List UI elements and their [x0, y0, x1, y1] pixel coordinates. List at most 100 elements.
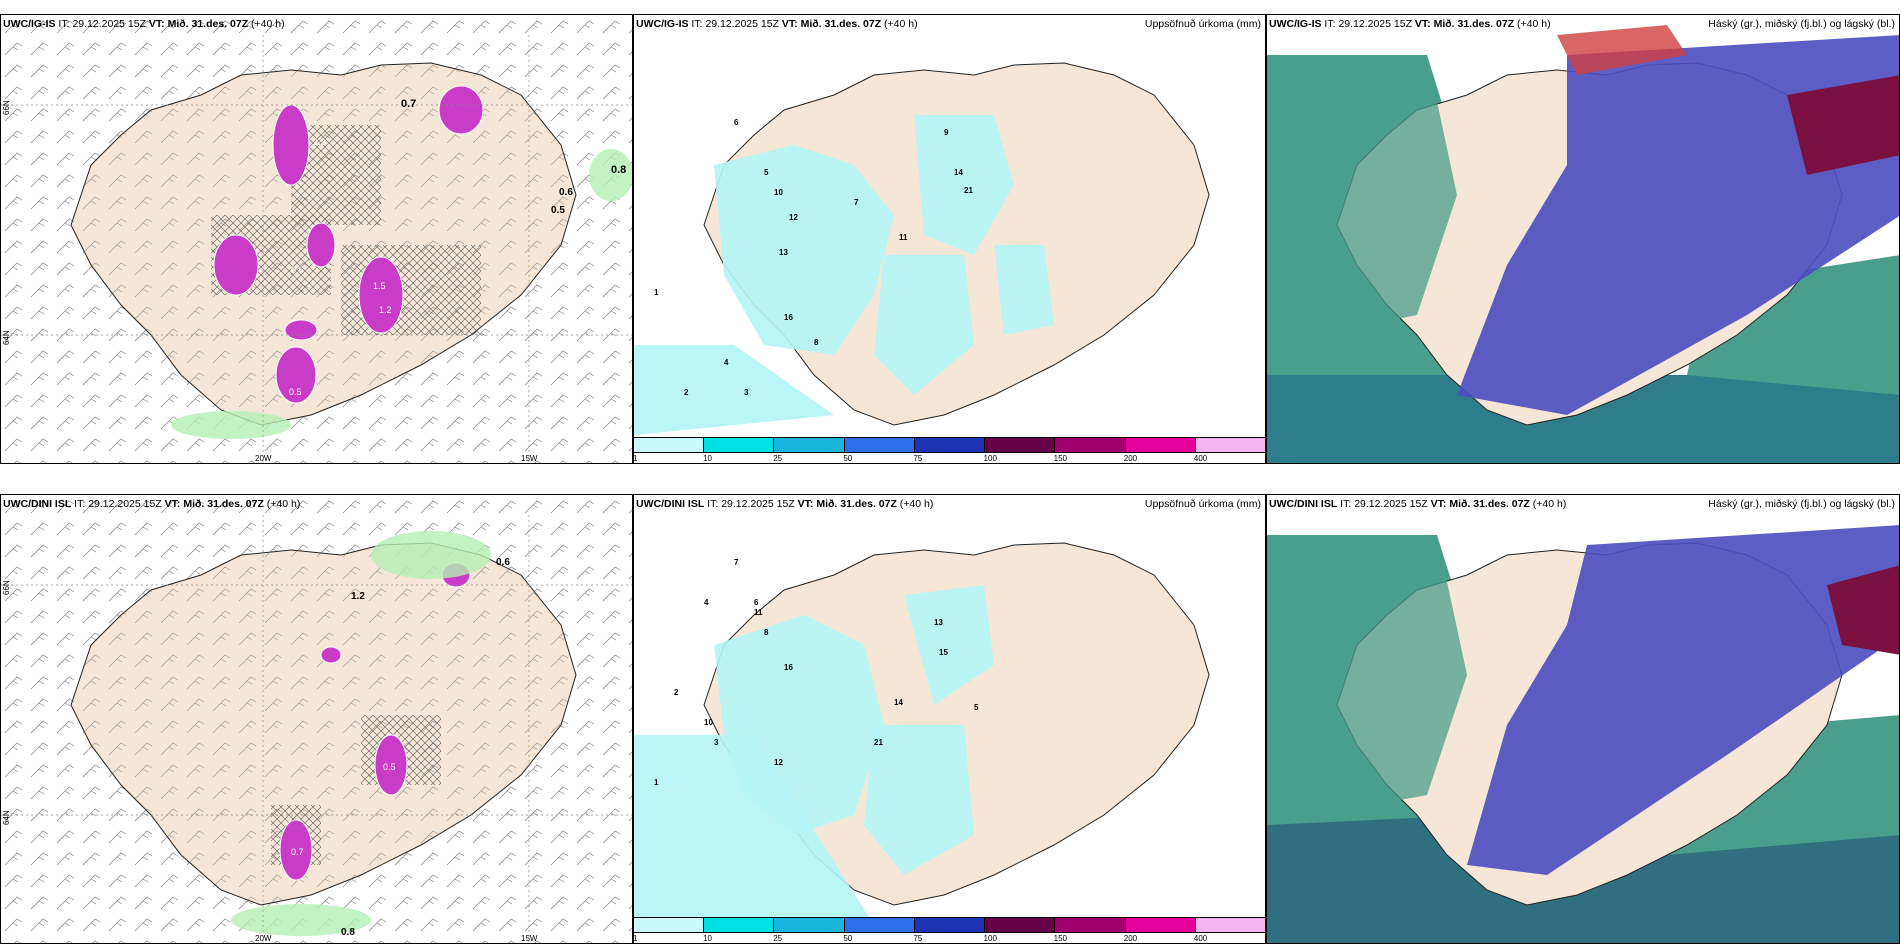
svg-text:8: 8: [814, 338, 819, 347]
colorbar-label: 400: [1193, 454, 1208, 463]
colorbar-label: 200: [1123, 454, 1138, 463]
colorbar-label: 25: [773, 934, 783, 943]
svg-text:10: 10: [774, 188, 783, 197]
panel-title: UWC/DINI ISL IT: 29.12.2025 15Z VT: Mið.…: [1269, 498, 1567, 510]
svg-text:11: 11: [899, 233, 908, 242]
colorbar-label: 1: [633, 454, 638, 463]
snow-value: 0.8: [341, 927, 355, 938]
cloud-title: Háský (gr.), miðský (fj.bl.) og lágský (…: [1708, 18, 1895, 30]
precip-title: Uppsöfnuð úrkoma (mm): [1144, 18, 1261, 30]
panel-title: UWC/IG-IS IT: 29.12.2025 15Z VT: Mið. 31…: [1269, 18, 1551, 30]
snow-value: 1.2: [379, 305, 392, 315]
svg-text:5: 5: [974, 703, 979, 712]
lat-label-66n: 66N: [2, 580, 11, 595]
lon-label-15w: 15W: [521, 934, 538, 943]
colorbar-cell: [914, 438, 986, 452]
panel-title: UWC/DINI ISL IT: 29.12.2025 15Z VT: Mið.…: [636, 498, 934, 510]
colorbar-cell: [1195, 438, 1265, 452]
svg-text:10: 10: [704, 718, 713, 727]
colorbar-cell: [1055, 438, 1126, 452]
svg-text:4: 4: [704, 598, 709, 607]
snow-value: 0.5: [383, 762, 396, 772]
colorbar-cell: [1125, 918, 1196, 932]
colorbar-cell: [704, 438, 775, 452]
snow-value: 0.6: [496, 557, 510, 568]
colorbar-cell: [704, 918, 775, 932]
colorbar-cell: [1055, 918, 1126, 932]
snow-value: 0.6: [291, 265, 304, 275]
precip-map: 1 2 3 4 5 6 7 8 10 11 12 13 14 15 16 21: [634, 542, 1210, 925]
lat-label-64n: 64N: [2, 810, 11, 825]
wind-map: 0.7 0.8 0.6 0.5 2.3 1.5 1.2 0.6 0.5: [1, 15, 632, 463]
svg-text:2: 2: [674, 688, 679, 697]
wind-map: 1.2 0.6 0.8 0.5 0.7: [1, 495, 632, 943]
snow-value: 1.2: [351, 591, 365, 602]
colorbar-label: 75: [913, 934, 923, 943]
lat-label-66n: 66N: [2, 100, 11, 115]
wind-snow-panel-top: UWC/IG-IS IT: 29.12.2025 15Z VT: Mið. 31…: [0, 14, 633, 464]
colorbar-label: 100: [983, 454, 997, 463]
panel-title: UWC/DINI ISL IT: 29.12.2025 15Z VT: Mið.…: [3, 498, 301, 510]
precip-panel-top: UWC/IG-IS IT: 29.12.2025 15Z VT: Mið. 31…: [633, 14, 1266, 464]
wind-snow-panel-bottom: UWC/DINI ISL IT: 29.12.2025 15Z VT: Mið.…: [0, 494, 633, 944]
svg-text:6: 6: [754, 598, 759, 607]
svg-text:8: 8: [764, 628, 769, 637]
colorbar-label: 50: [843, 934, 853, 943]
colorbar-label: 10: [703, 934, 713, 943]
snow-value: 2.3: [313, 137, 326, 147]
cloud-map: [1267, 15, 1899, 463]
colorbar-label: 400: [1193, 934, 1208, 943]
lon-label-15w: 15W: [521, 454, 538, 463]
svg-text:16: 16: [784, 313, 793, 322]
colorbar-label: 200: [1123, 934, 1138, 943]
precip-map: 1 2 3 4 5 6 7 8 9 10 11 12 13 14 16 21: [634, 62, 1210, 435]
colorbar-cell: [844, 438, 915, 452]
colorbar-cell: [634, 918, 705, 932]
lon-label-20w: 20W: [255, 934, 272, 943]
snow-value: 0.5: [289, 387, 302, 397]
colorbar-cell: [774, 438, 845, 452]
svg-text:1: 1: [654, 778, 659, 787]
snow-value: 0.7: [401, 98, 416, 110]
panel-title: UWC/IG-IS IT: 29.12.2025 15Z VT: Mið. 31…: [636, 18, 918, 30]
precip-panel-bottom: UWC/DINI ISL IT: 29.12.2025 15Z VT: Mið.…: [633, 494, 1266, 944]
cloud-panel-bottom: UWC/DINI ISL IT: 29.12.2025 15Z VT: Mið.…: [1266, 494, 1900, 944]
svg-text:21: 21: [964, 186, 973, 195]
colorbar-label: 50: [843, 454, 853, 463]
colorbar-cell: [985, 918, 1056, 932]
snow-value: 0.6: [559, 187, 573, 198]
lon-label-20w: 20W: [255, 454, 272, 463]
colorbar-cell: [914, 918, 986, 932]
svg-text:9: 9: [944, 128, 949, 137]
colorbar-label: 75: [913, 454, 923, 463]
svg-text:21: 21: [874, 738, 883, 747]
svg-text:3: 3: [744, 388, 749, 397]
svg-text:12: 12: [789, 213, 798, 222]
svg-text:13: 13: [779, 248, 788, 257]
svg-text:7: 7: [854, 198, 859, 207]
precip-colorbar: 1 10 25 50 75 100 150 200 400: [634, 917, 1265, 943]
precip-title: Uppsöfnuð úrkoma (mm): [1144, 498, 1261, 510]
svg-text:2: 2: [684, 388, 689, 397]
svg-text:4: 4: [724, 358, 729, 367]
colorbar-cell: [1125, 438, 1196, 452]
snow-value: 1.5: [373, 281, 386, 291]
svg-text:11: 11: [754, 608, 763, 617]
svg-text:6: 6: [734, 118, 739, 127]
svg-text:7: 7: [734, 558, 739, 567]
svg-text:16: 16: [784, 663, 793, 672]
colorbar-label: 150: [1053, 454, 1068, 463]
cloud-panel-top: UWC/IG-IS IT: 29.12.2025 15Z VT: Mið. 31…: [1266, 14, 1900, 464]
colorbar-label: 10: [703, 454, 713, 463]
svg-text:5: 5: [764, 168, 769, 177]
snow-value: 0.5: [551, 205, 565, 216]
svg-text:15: 15: [939, 648, 948, 657]
colorbar-cell: [844, 918, 915, 932]
svg-text:1: 1: [654, 288, 659, 297]
svg-text:12: 12: [774, 758, 783, 767]
svg-text:3: 3: [714, 738, 719, 747]
colorbar-label: 150: [1053, 934, 1068, 943]
colorbar-cell: [985, 438, 1056, 452]
panel-title: UWC/IG-IS IT: 29.12.2025 15Z VT: Mið. 31…: [3, 18, 285, 30]
snow-value: 0.7: [291, 847, 304, 857]
